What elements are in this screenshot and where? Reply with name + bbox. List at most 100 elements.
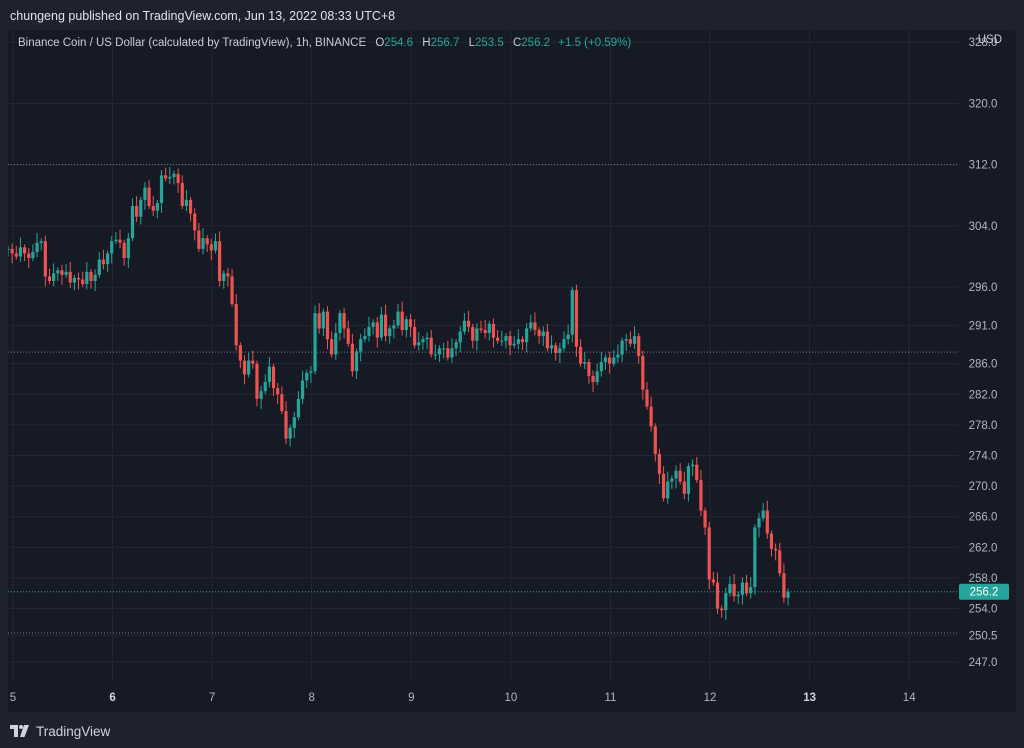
currency-label: USD	[977, 34, 1002, 46]
candle-body	[516, 339, 520, 344]
candle-body	[60, 270, 64, 275]
y-tick-label: 296.0	[969, 282, 998, 294]
candle-body	[259, 391, 263, 399]
x-tick-label: 6	[109, 692, 115, 704]
candle-body	[118, 239, 122, 243]
x-tick-label: 5	[10, 692, 16, 704]
candle-body	[43, 241, 47, 277]
candle-body	[209, 244, 213, 251]
candle-body	[313, 313, 317, 372]
candle-body	[193, 213, 197, 231]
candle-body	[545, 331, 549, 349]
candle-body	[288, 427, 292, 439]
candle-body	[620, 340, 624, 355]
candle-body	[159, 175, 164, 203]
candle-body	[22, 247, 27, 254]
candle-body	[583, 362, 587, 364]
last-price-label: 256.2	[970, 587, 999, 599]
candle-body	[176, 173, 180, 184]
candle-body	[263, 382, 267, 392]
candle-body	[740, 582, 745, 595]
candle-body	[276, 388, 280, 395]
candle-body	[396, 311, 400, 326]
candle-body	[359, 339, 363, 352]
x-tick-label: 12	[704, 692, 717, 704]
y-tick-label: 254.0	[969, 604, 998, 616]
candle-body	[342, 313, 346, 329]
y-tick-label: 247.0	[969, 657, 998, 669]
candle-body	[93, 274, 97, 282]
candle-body	[300, 380, 305, 399]
candle-body	[72, 277, 76, 283]
candle-body	[408, 319, 413, 327]
candle-body	[471, 326, 475, 341]
candle-body	[375, 322, 379, 338]
last-price-tag	[959, 583, 1009, 600]
candle-body	[201, 238, 205, 249]
publisher-line: chungeng published on TradingView.com, J…	[10, 9, 396, 23]
candle-body	[537, 329, 541, 337]
y-tick-label: 258.0	[969, 573, 998, 585]
candle-body	[736, 594, 740, 597]
candle-body	[305, 372, 309, 381]
candle-body	[653, 426, 657, 454]
candle-body	[637, 336, 641, 356]
y-tick-label: 320.0	[969, 98, 998, 110]
candle-body	[549, 345, 554, 349]
candle-body	[591, 375, 595, 383]
candle-body	[371, 322, 375, 327]
tradingview-logo[interactable]: TradingView	[10, 722, 110, 740]
candle-body	[608, 357, 612, 364]
x-tick-label: 10	[504, 692, 517, 704]
candle-body	[184, 199, 189, 207]
candle-body	[188, 199, 193, 214]
candle-body	[682, 481, 686, 494]
candle-body	[284, 411, 288, 439]
candle-body	[765, 510, 769, 534]
candle-body	[616, 354, 620, 358]
candle-body	[388, 328, 392, 337]
candle-body	[753, 527, 757, 588]
candle-body	[271, 366, 276, 389]
chart-legend: Binance Coin / US Dollar (calculated by …	[18, 37, 631, 49]
y-tick-label: 312.0	[969, 160, 998, 172]
grid	[8, 30, 958, 682]
x-tick-label: 7	[209, 692, 215, 704]
candle-body	[562, 339, 566, 349]
open-label: O	[375, 37, 385, 49]
candle-body	[475, 328, 479, 341]
candle-body	[164, 175, 168, 179]
candle-body	[64, 271, 68, 275]
candle-body	[496, 337, 500, 341]
y-tick-label: 274.0	[969, 450, 998, 462]
candle-body	[661, 473, 666, 499]
last-price-marker: 256.2	[8, 583, 1009, 600]
candle-body	[101, 259, 106, 265]
brand-name: TradingView	[36, 723, 111, 739]
candle-body	[632, 336, 637, 344]
candle-body	[367, 326, 371, 337]
candle-body	[234, 303, 238, 346]
close-value: 256.2	[521, 37, 551, 49]
candle-body	[487, 323, 491, 334]
price-chart[interactable]: 328.0 320.0 312.0 304.0 296.0 291.0 286.0 282.0…	[8, 30, 1016, 712]
candle-body	[325, 311, 330, 340]
candle-body	[267, 366, 271, 383]
x-tick-label: 13	[803, 692, 816, 704]
candle-body	[657, 453, 662, 474]
candle-body	[691, 464, 695, 467]
candle-body	[645, 389, 649, 407]
chart-panel[interactable]: 328.0 320.0 312.0 304.0 296.0 291.0 286.0 282.0…	[8, 30, 1016, 712]
candle-body	[143, 187, 147, 200]
candles	[8, 166, 790, 621]
candle-body	[151, 206, 155, 211]
candle-body	[321, 311, 325, 329]
y-tick-label: 282.0	[969, 389, 998, 401]
candle-body	[346, 328, 350, 344]
candle-body	[479, 328, 483, 330]
candle-body	[292, 417, 296, 428]
candle-body	[624, 339, 628, 341]
candle-body	[413, 326, 417, 346]
x-tick-label: 14	[903, 692, 916, 704]
candle-body	[462, 320, 467, 332]
